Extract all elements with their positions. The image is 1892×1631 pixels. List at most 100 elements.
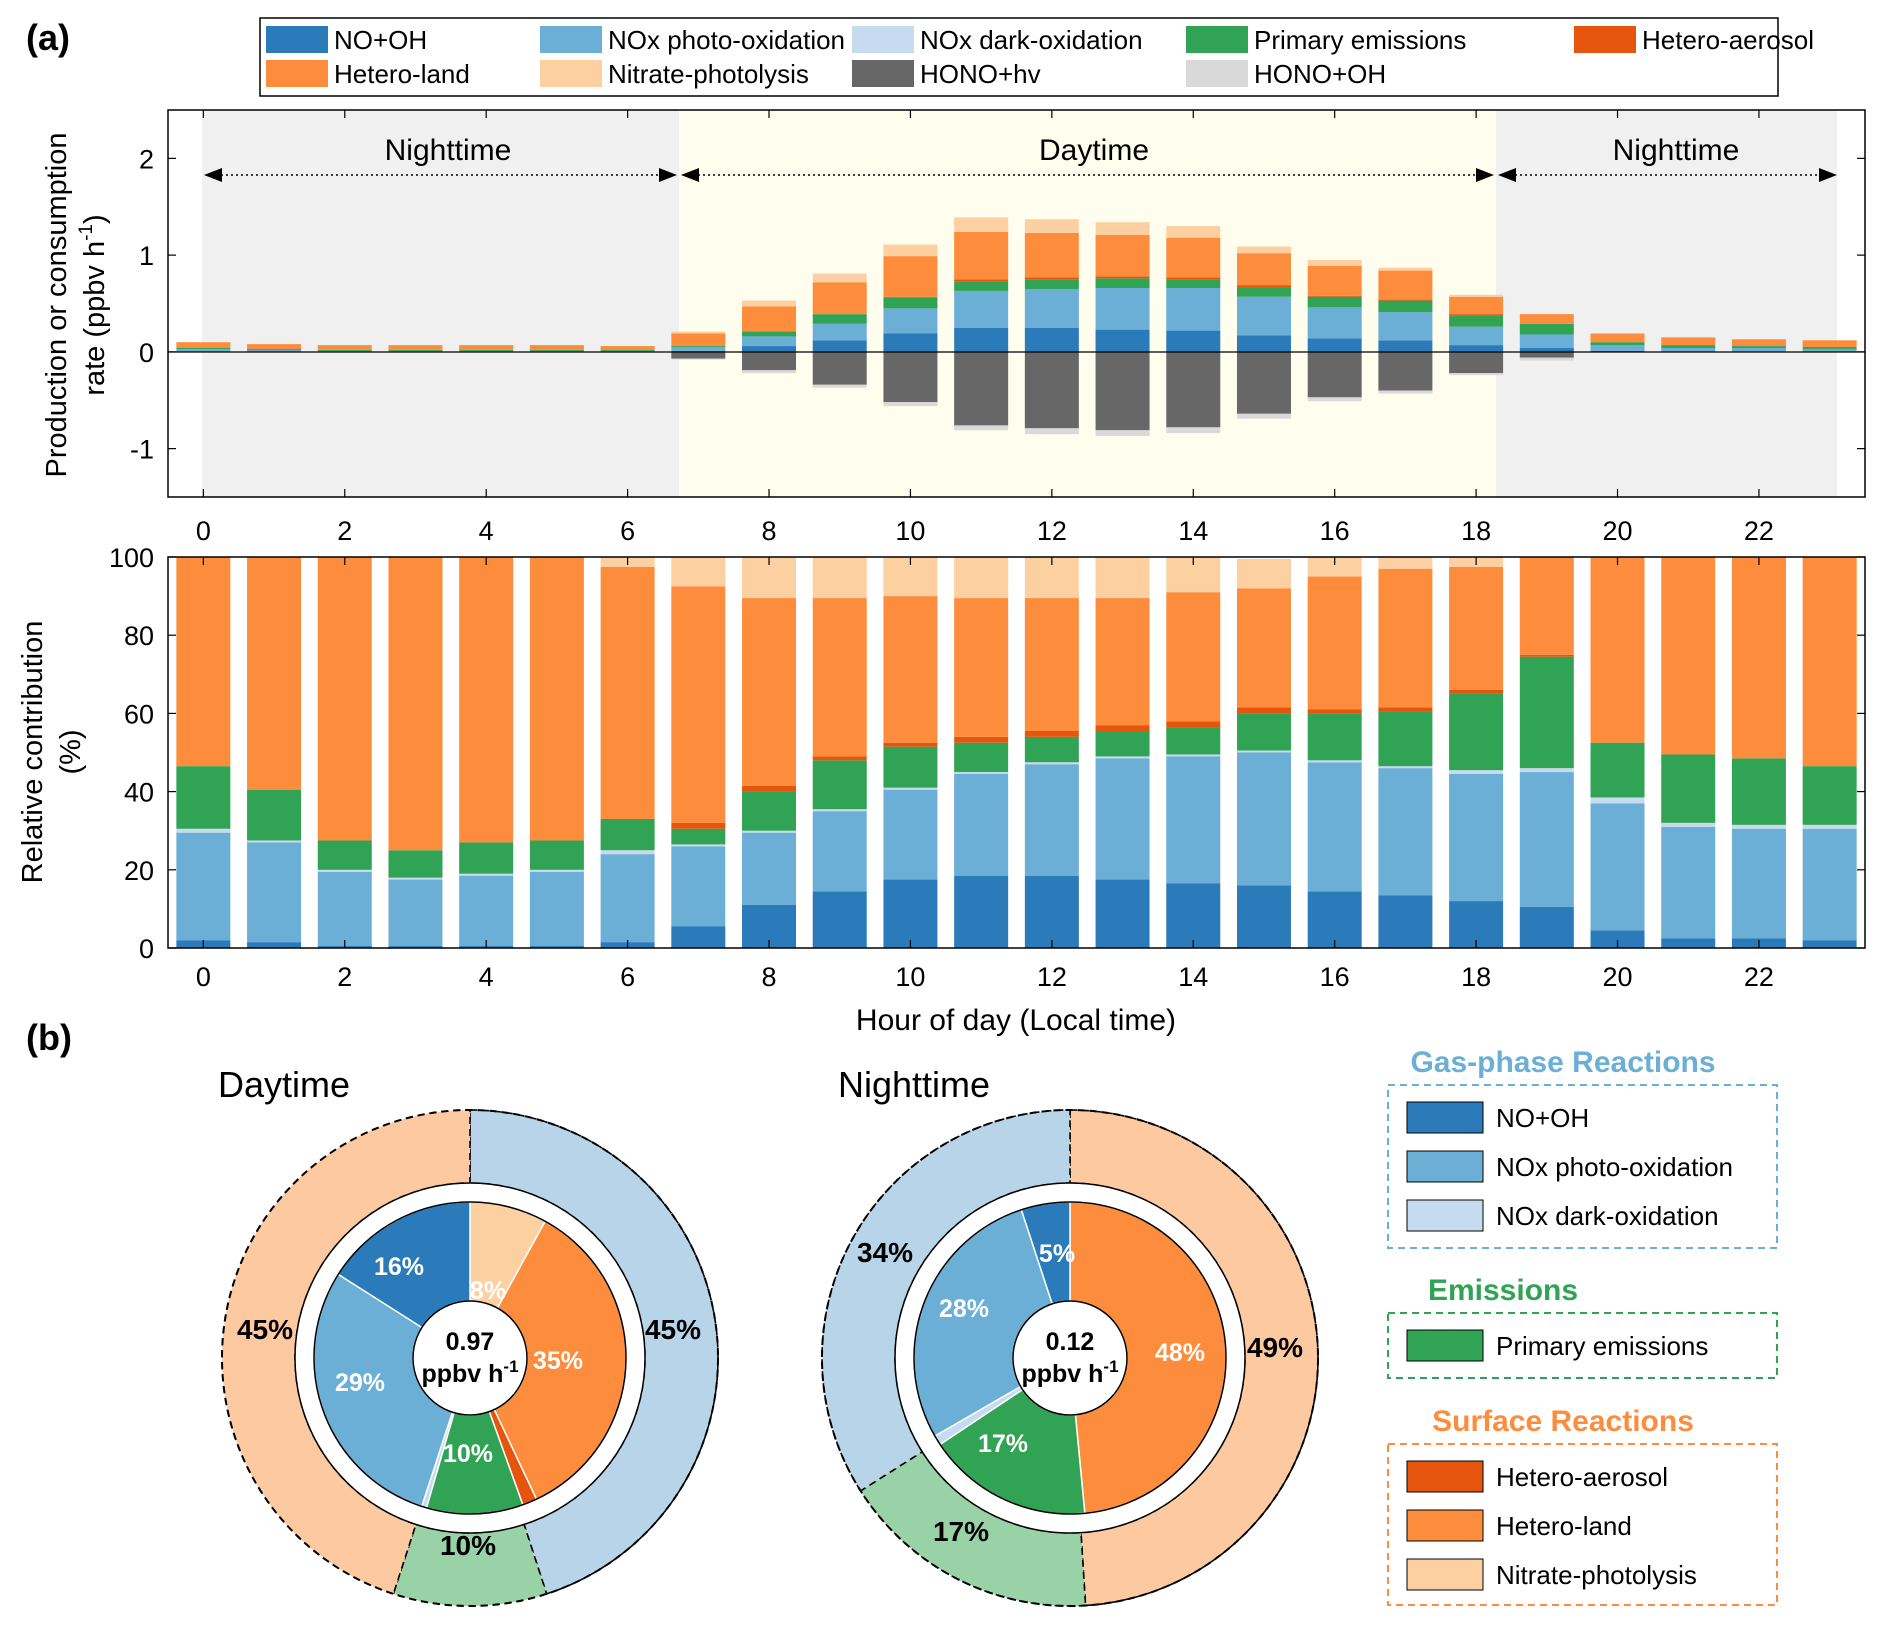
outer-slice-nox_dark	[821, 1109, 1071, 1492]
inner-label-no_oh: 16%	[374, 1253, 424, 1281]
bar-no_oh-h10	[883, 879, 938, 948]
bar-no_oh-h15	[1236, 885, 1291, 948]
bar-nitrate-h12	[1024, 219, 1079, 233]
right-legend-swatch-hetero_land	[1406, 1509, 1484, 1542]
bar-hetero_land-h11	[954, 598, 1009, 737]
bar-primary-h7	[671, 828, 726, 845]
center-hole	[412, 1300, 528, 1416]
top-legend-swatch-nox_dark	[852, 26, 914, 53]
outer-slice-primary	[392, 1523, 548, 1607]
bar-nox_dark-h5	[529, 869, 584, 872]
bar-no_oh-h17	[1378, 340, 1433, 352]
arrowhead-day-start	[681, 168, 699, 182]
arrowhead-night-left-start	[204, 168, 222, 182]
bar-nox_photo-h2	[317, 871, 372, 947]
bar-hetero_aerosol-h14	[1166, 277, 1221, 280]
center-unit-text: ppbv h	[1021, 1360, 1103, 1388]
bar-nox_dark-h16	[1307, 760, 1362, 763]
inner-label-hetero_land: 48%	[1155, 1339, 1205, 1367]
x-tick-label-8: 8	[762, 516, 777, 546]
right-legend-title-2: Surface Reactions	[1432, 1405, 1694, 1438]
center-unit: ppbv h-1	[421, 1357, 518, 1388]
x-tick-label-12: 12	[1037, 516, 1067, 546]
bar-hetero_land-h8	[742, 306, 797, 332]
bar-nox_photo-h1	[247, 842, 302, 943]
right-legend-title-1: Emissions	[1428, 1274, 1578, 1307]
bar-nox_dark-h11	[954, 772, 1009, 775]
x-tick-label-12: 12	[1037, 962, 1067, 992]
right-legend-label-nitrate: Nitrate-photolysis	[1496, 1560, 1697, 1590]
y-tick-label-1: 1	[139, 241, 154, 271]
bar-nox_photo-h7	[671, 347, 726, 351]
bar-primary-h14	[1166, 727, 1221, 755]
bar-hetero_aerosol-h16	[1307, 295, 1362, 297]
bar-nox_dark-h2	[317, 869, 372, 872]
bar-no_oh-h16	[1307, 891, 1362, 948]
bar-nitrate-h15	[1236, 246, 1291, 254]
bar-hetero_land-h22	[1731, 557, 1786, 759]
right-legend-title-0: Gas-phase Reactions	[1410, 1046, 1715, 1079]
bar-primary-h12	[1024, 736, 1079, 763]
bar-nox_photo-h5	[529, 350, 584, 352]
bar-nox_photo-h17	[1378, 312, 1433, 341]
bar-no_oh-h1	[247, 942, 302, 948]
bar-hetero_land-h0	[176, 342, 231, 349]
bar-hetero_land-h13	[1095, 234, 1150, 277]
center-unit-sup: -1	[503, 1357, 518, 1376]
bar-hetero_land-h6	[600, 566, 655, 819]
bar-nitrate-h7	[671, 557, 726, 587]
bar-primary-h3	[388, 850, 443, 878]
bar-primary-h18	[1449, 315, 1504, 327]
y-tick-label--1: -1	[130, 435, 154, 465]
inner-ring-border	[913, 1201, 1227, 1515]
bar-primary-h22	[1731, 346, 1786, 349]
bar-nox_photo-h4	[459, 350, 514, 352]
bar-hetero_land-h10	[883, 256, 938, 297]
rate-ylabel-sup: -1	[76, 224, 97, 241]
bar-hetero_land-h11	[954, 231, 1009, 280]
bar-primary-h10	[883, 746, 938, 788]
period-label-night-left: Nighttime	[385, 134, 512, 167]
bar-hono_hv-h13	[1095, 351, 1150, 431]
bar-nox_dark-h12	[1024, 762, 1079, 765]
bar-hetero_land-h2	[317, 557, 372, 841]
outer-label-primary: 17%	[933, 1516, 989, 1547]
bar-hono_oh-h10	[883, 402, 938, 407]
x-tick-label-2: 2	[337, 962, 352, 992]
bar-primary-h21	[1661, 345, 1716, 349]
bar-nox_photo-h13	[1095, 288, 1150, 330]
bar-primary-h6	[600, 349, 655, 351]
bar-nox_photo-h0	[176, 348, 231, 352]
right-legend-box-0	[1387, 1084, 1778, 1249]
bar-primary-h5	[529, 840, 584, 870]
bar-hetero_land-h17	[1378, 568, 1433, 708]
bar-hetero_land-h7	[671, 333, 726, 347]
bar-primary-h2	[317, 840, 372, 870]
bar-nox_photo-h11	[954, 290, 1009, 328]
bar-nox_dark-h17	[1378, 766, 1433, 769]
inner-label-hetero_land: 35%	[533, 1347, 583, 1375]
bar-hetero_land-h17	[1378, 270, 1433, 300]
top-legend-swatch-nitrate	[540, 60, 602, 87]
y-tick-label-0: 0	[139, 934, 154, 964]
bar-no_oh-h13	[1095, 329, 1150, 352]
top-legend-swatch-hetero_land	[266, 60, 328, 87]
bar-nox_photo-h23	[1802, 828, 1857, 941]
x-tick-label-8: 8	[762, 962, 777, 992]
bar-no_oh-h7	[671, 350, 726, 352]
bar-nitrate-h18	[1449, 294, 1504, 297]
right-legend-label-hetero_land: Hetero-land	[1496, 1511, 1632, 1541]
x-tick-label-20: 20	[1602, 516, 1632, 546]
bar-hetero_aerosol-h15	[1236, 707, 1291, 714]
relative-xlabel: Hour of day (Local time)	[856, 1004, 1176, 1037]
relative-ylabel-line2: (%)	[55, 729, 87, 774]
bar-nox_dark-h21	[1661, 822, 1716, 827]
x-tick-label-6: 6	[620, 962, 635, 992]
bar-hetero_land-h21	[1661, 557, 1716, 755]
bar-no_oh-h8	[742, 346, 797, 352]
bar-nox_photo-h16	[1307, 762, 1362, 892]
bar-hono_hv-h19	[1519, 351, 1574, 358]
outer-label-nitrate: 49%	[1247, 1332, 1303, 1363]
